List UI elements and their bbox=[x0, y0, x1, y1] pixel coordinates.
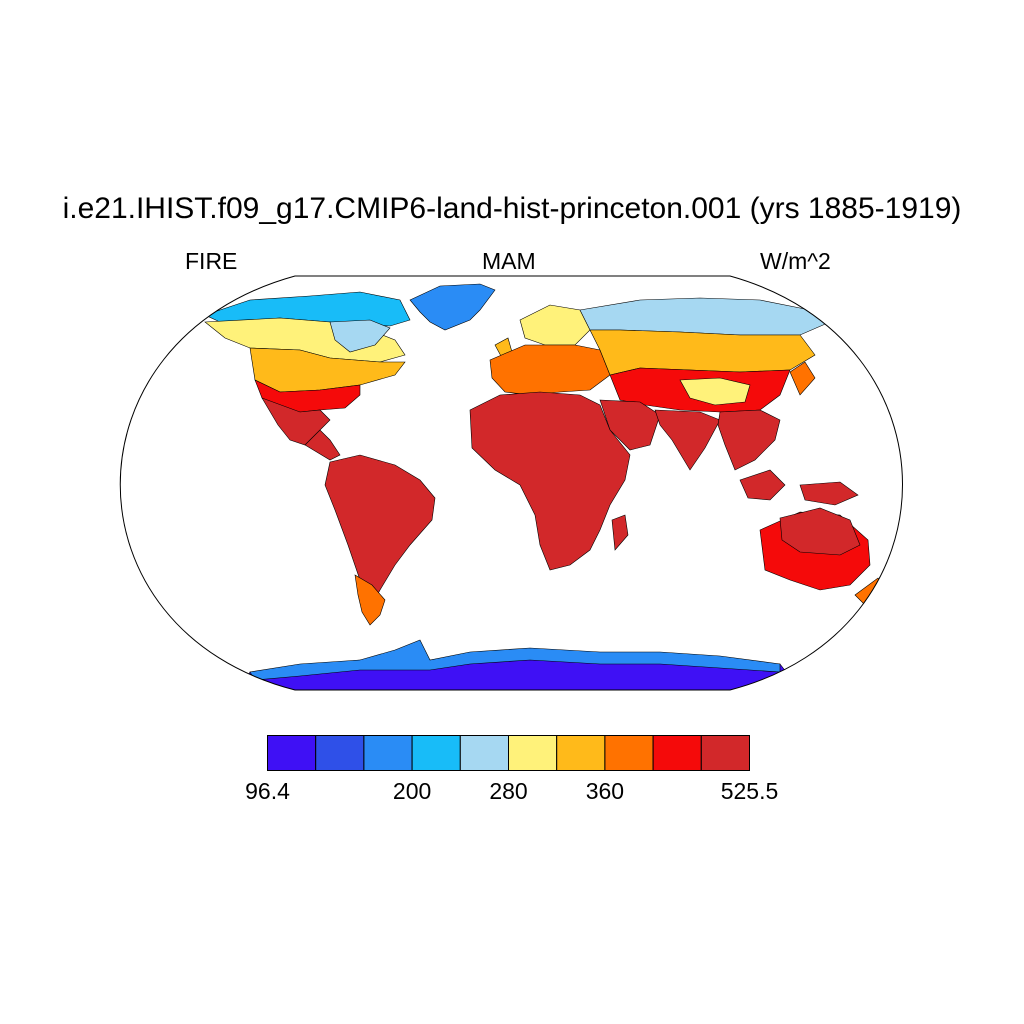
region-europe bbox=[489, 344, 611, 396]
map-title: i.e21.IHIST.f09_g17.CMIP6-land-hist-prin… bbox=[62, 192, 962, 225]
colorbar-box-7 bbox=[604, 735, 654, 771]
region-south-america bbox=[324, 454, 436, 613]
variable-label: FIRE bbox=[185, 248, 238, 274]
colorbar-label-2: 280 bbox=[489, 778, 528, 804]
region-greenland bbox=[409, 283, 496, 331]
region-india bbox=[654, 409, 721, 471]
colorbar-box-3 bbox=[411, 735, 461, 771]
region-siberia bbox=[579, 297, 831, 336]
colorbar-box-8 bbox=[652, 735, 702, 771]
colorbar-label-3: 360 bbox=[585, 778, 625, 804]
region-southeast-asia bbox=[717, 409, 781, 471]
colorbar-box-9 bbox=[700, 735, 750, 771]
region-hudson-bay-shore bbox=[329, 319, 391, 353]
units-label: W/m^2 bbox=[760, 248, 831, 274]
region-madagascar bbox=[611, 514, 629, 551]
region-scandinavia bbox=[519, 304, 591, 346]
region-australia-north bbox=[779, 507, 861, 556]
region-patagonia bbox=[354, 574, 386, 626]
colorbar bbox=[267, 735, 750, 771]
colorbar-box-5 bbox=[508, 735, 558, 771]
colorbar-box-0 bbox=[267, 735, 317, 771]
region-borneo bbox=[739, 469, 786, 501]
season-label: MAM bbox=[482, 248, 536, 274]
colorbar-box-1 bbox=[315, 735, 365, 771]
region-japan bbox=[789, 361, 816, 396]
map-boundary bbox=[119, 275, 903, 691]
region-africa bbox=[469, 391, 631, 571]
region-tibet bbox=[679, 377, 751, 406]
colorbar-label-1: 200 bbox=[392, 778, 432, 804]
region-new-zealand bbox=[854, 577, 886, 606]
colorbar-box-2 bbox=[363, 735, 413, 771]
colorbar-box-4 bbox=[459, 735, 510, 771]
colorbar-label-4: 525.5 bbox=[720, 778, 779, 804]
colorbar-label-0: 96.4 bbox=[245, 778, 290, 804]
region-antarctica-coast bbox=[249, 639, 781, 681]
region-russia bbox=[589, 329, 816, 376]
region-central-america bbox=[304, 429, 341, 461]
region-new-guinea bbox=[799, 481, 859, 506]
colorbar-box-6 bbox=[556, 735, 606, 771]
